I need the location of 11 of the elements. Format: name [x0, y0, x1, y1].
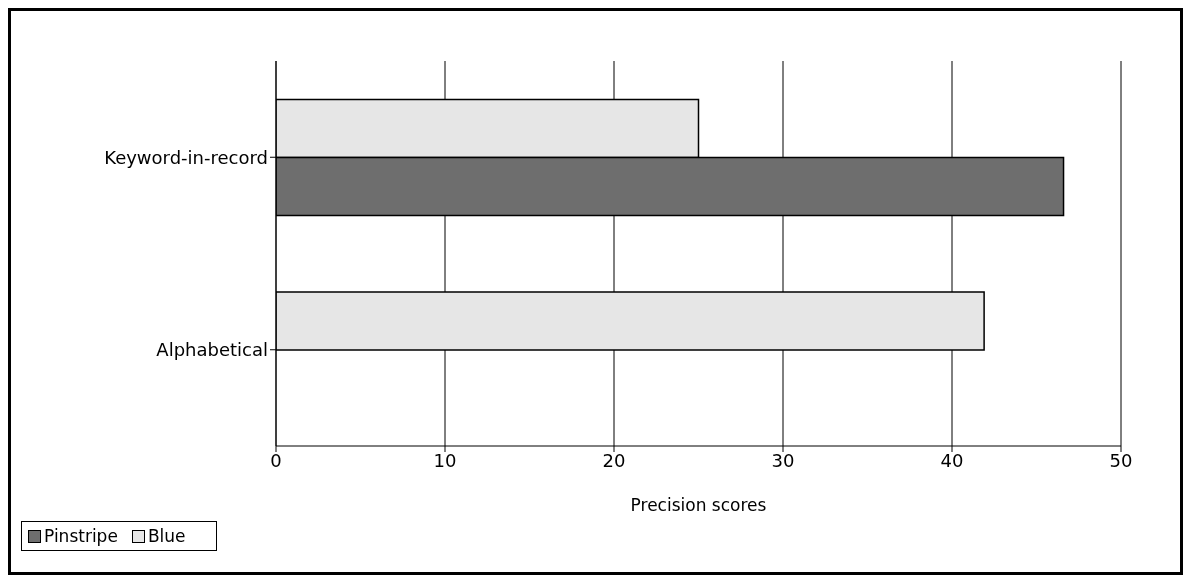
legend-label: Blue	[146, 526, 186, 546]
x-tick-label: 40	[940, 449, 964, 471]
y-tick-label: Alphabetical	[156, 339, 268, 361]
x-tick-label: 10	[433, 449, 457, 471]
legend-label: Pinstripe	[43, 526, 118, 546]
x-axis-title: Precision scores	[630, 495, 767, 515]
x-tick-label: 50	[1109, 449, 1133, 471]
x-tick-label: 30	[771, 449, 795, 471]
y-tick-label: Keyword-in-record	[104, 146, 268, 168]
x-tick-label: 20	[602, 449, 626, 471]
x-tick-label: 0	[270, 449, 282, 471]
